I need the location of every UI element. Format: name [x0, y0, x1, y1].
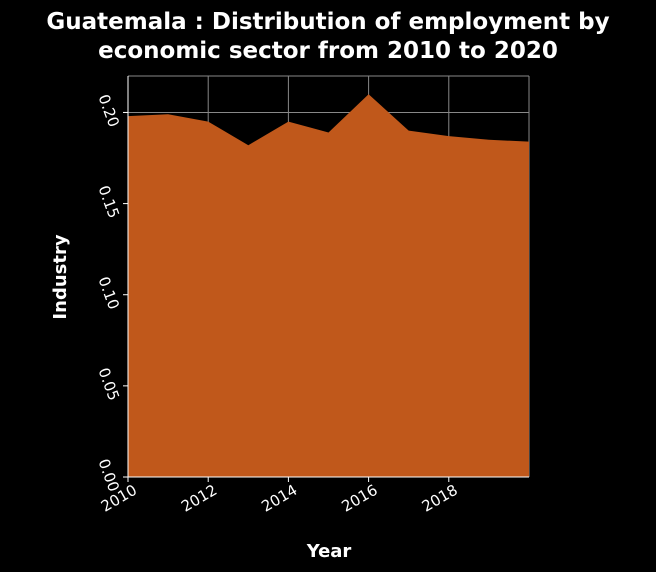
x-tick-label: 2016 — [339, 481, 381, 516]
chart-title-line-2: economic sector from 2010 to 2020 — [98, 38, 558, 64]
x-axis-label: Year — [306, 541, 352, 562]
x-tick-label: 2014 — [258, 481, 300, 516]
y-tick-label: 0.05 — [95, 365, 123, 403]
x-tick-label: 2018 — [419, 481, 461, 516]
chart-title-line-1: Guatemala : Distribution of employment b… — [46, 9, 610, 35]
y-tick-label: 0.00 — [95, 457, 123, 495]
x-tick-label: 2012 — [178, 481, 220, 516]
y-tick-label: 0.10 — [95, 274, 123, 312]
y-tick-label: 0.20 — [95, 92, 123, 130]
y-axis-label: Industry — [50, 234, 71, 319]
area-series-industry — [128, 94, 529, 478]
chart-title: Guatemala : Distribution of employment b… — [0, 8, 656, 66]
y-tick-label: 0.15 — [95, 183, 123, 221]
area-layer — [128, 94, 529, 478]
